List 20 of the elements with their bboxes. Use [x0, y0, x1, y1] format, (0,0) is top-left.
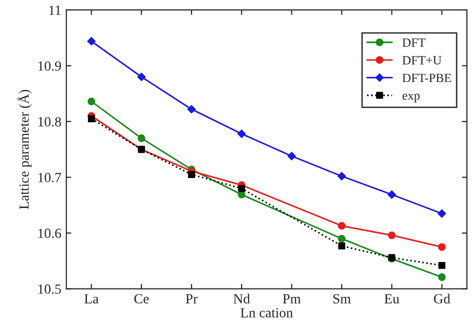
y-tick-label: 10.7: [38, 172, 62, 182]
legend-label: DFT+U: [402, 56, 442, 64]
x-tick-label: Gd: [434, 294, 450, 304]
x-tick-label: Ce: [134, 294, 149, 304]
y-tick-label: 10.6: [38, 228, 62, 238]
legend-label: DFT: [402, 38, 426, 47]
y-tick-label: 11: [49, 6, 61, 15]
x-tick-label: Pm: [282, 294, 301, 304]
legend-label: DFT-PBE: [402, 74, 452, 82]
y-tick-label: 10.9: [38, 61, 61, 71]
x-tick-label: Nd: [234, 294, 250, 304]
x-tick-label: La: [84, 294, 99, 304]
x-tick-label: Eu: [384, 294, 400, 304]
x-tick-label: Sm: [333, 294, 351, 304]
x-axis-title: Ln cation: [240, 308, 293, 318]
y-tick-label: 10.8: [38, 117, 61, 127]
y-axis-title: Lattice parameter (Å): [17, 90, 32, 210]
x-tick-label: Pr: [186, 294, 198, 304]
y-tick-label: 10.5: [38, 284, 61, 294]
legend-label: exp: [402, 94, 420, 102]
